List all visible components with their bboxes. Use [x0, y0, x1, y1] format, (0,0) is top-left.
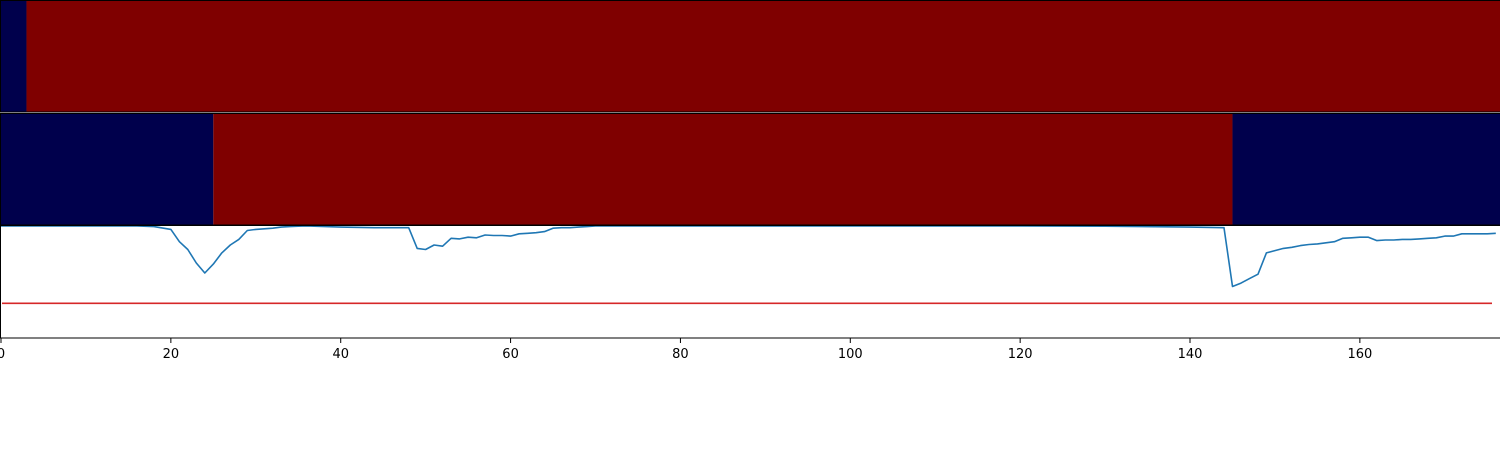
- x-tick-label: 120: [1008, 347, 1033, 362]
- state-segment-low: [1232, 114, 1500, 225]
- x-tick-label: 140: [1178, 347, 1203, 362]
- series-line: [1, 225, 1496, 288]
- state-segment-low: [1, 1, 27, 112]
- x-tick-label: 60: [502, 347, 519, 362]
- panel-frames: [0, 0, 1500, 339]
- x-tick-label: 160: [1347, 347, 1372, 362]
- panel-frame: [0, 0, 1500, 113]
- x-tick-label: 0: [0, 347, 5, 362]
- line-layer: [1, 225, 1496, 305]
- x-tick-label: 100: [838, 347, 863, 362]
- state-band-top: [1, 1, 1500, 112]
- x-axis: 0 20 40 60 80 100 120 140 160: [0, 338, 1372, 362]
- panel-frame: [0, 225, 1500, 339]
- x-tick-label: 80: [672, 347, 689, 362]
- state-segment-low: [1, 114, 214, 225]
- state-segment-high: [26, 1, 1500, 112]
- line-panel: [0, 225, 1500, 338]
- x-tick-label: 40: [332, 347, 349, 362]
- state-segment-high: [213, 114, 1233, 225]
- x-tick-label: 20: [163, 347, 180, 362]
- line-panel-background: [0, 226, 1500, 338]
- state-band-middle: [1, 114, 1500, 225]
